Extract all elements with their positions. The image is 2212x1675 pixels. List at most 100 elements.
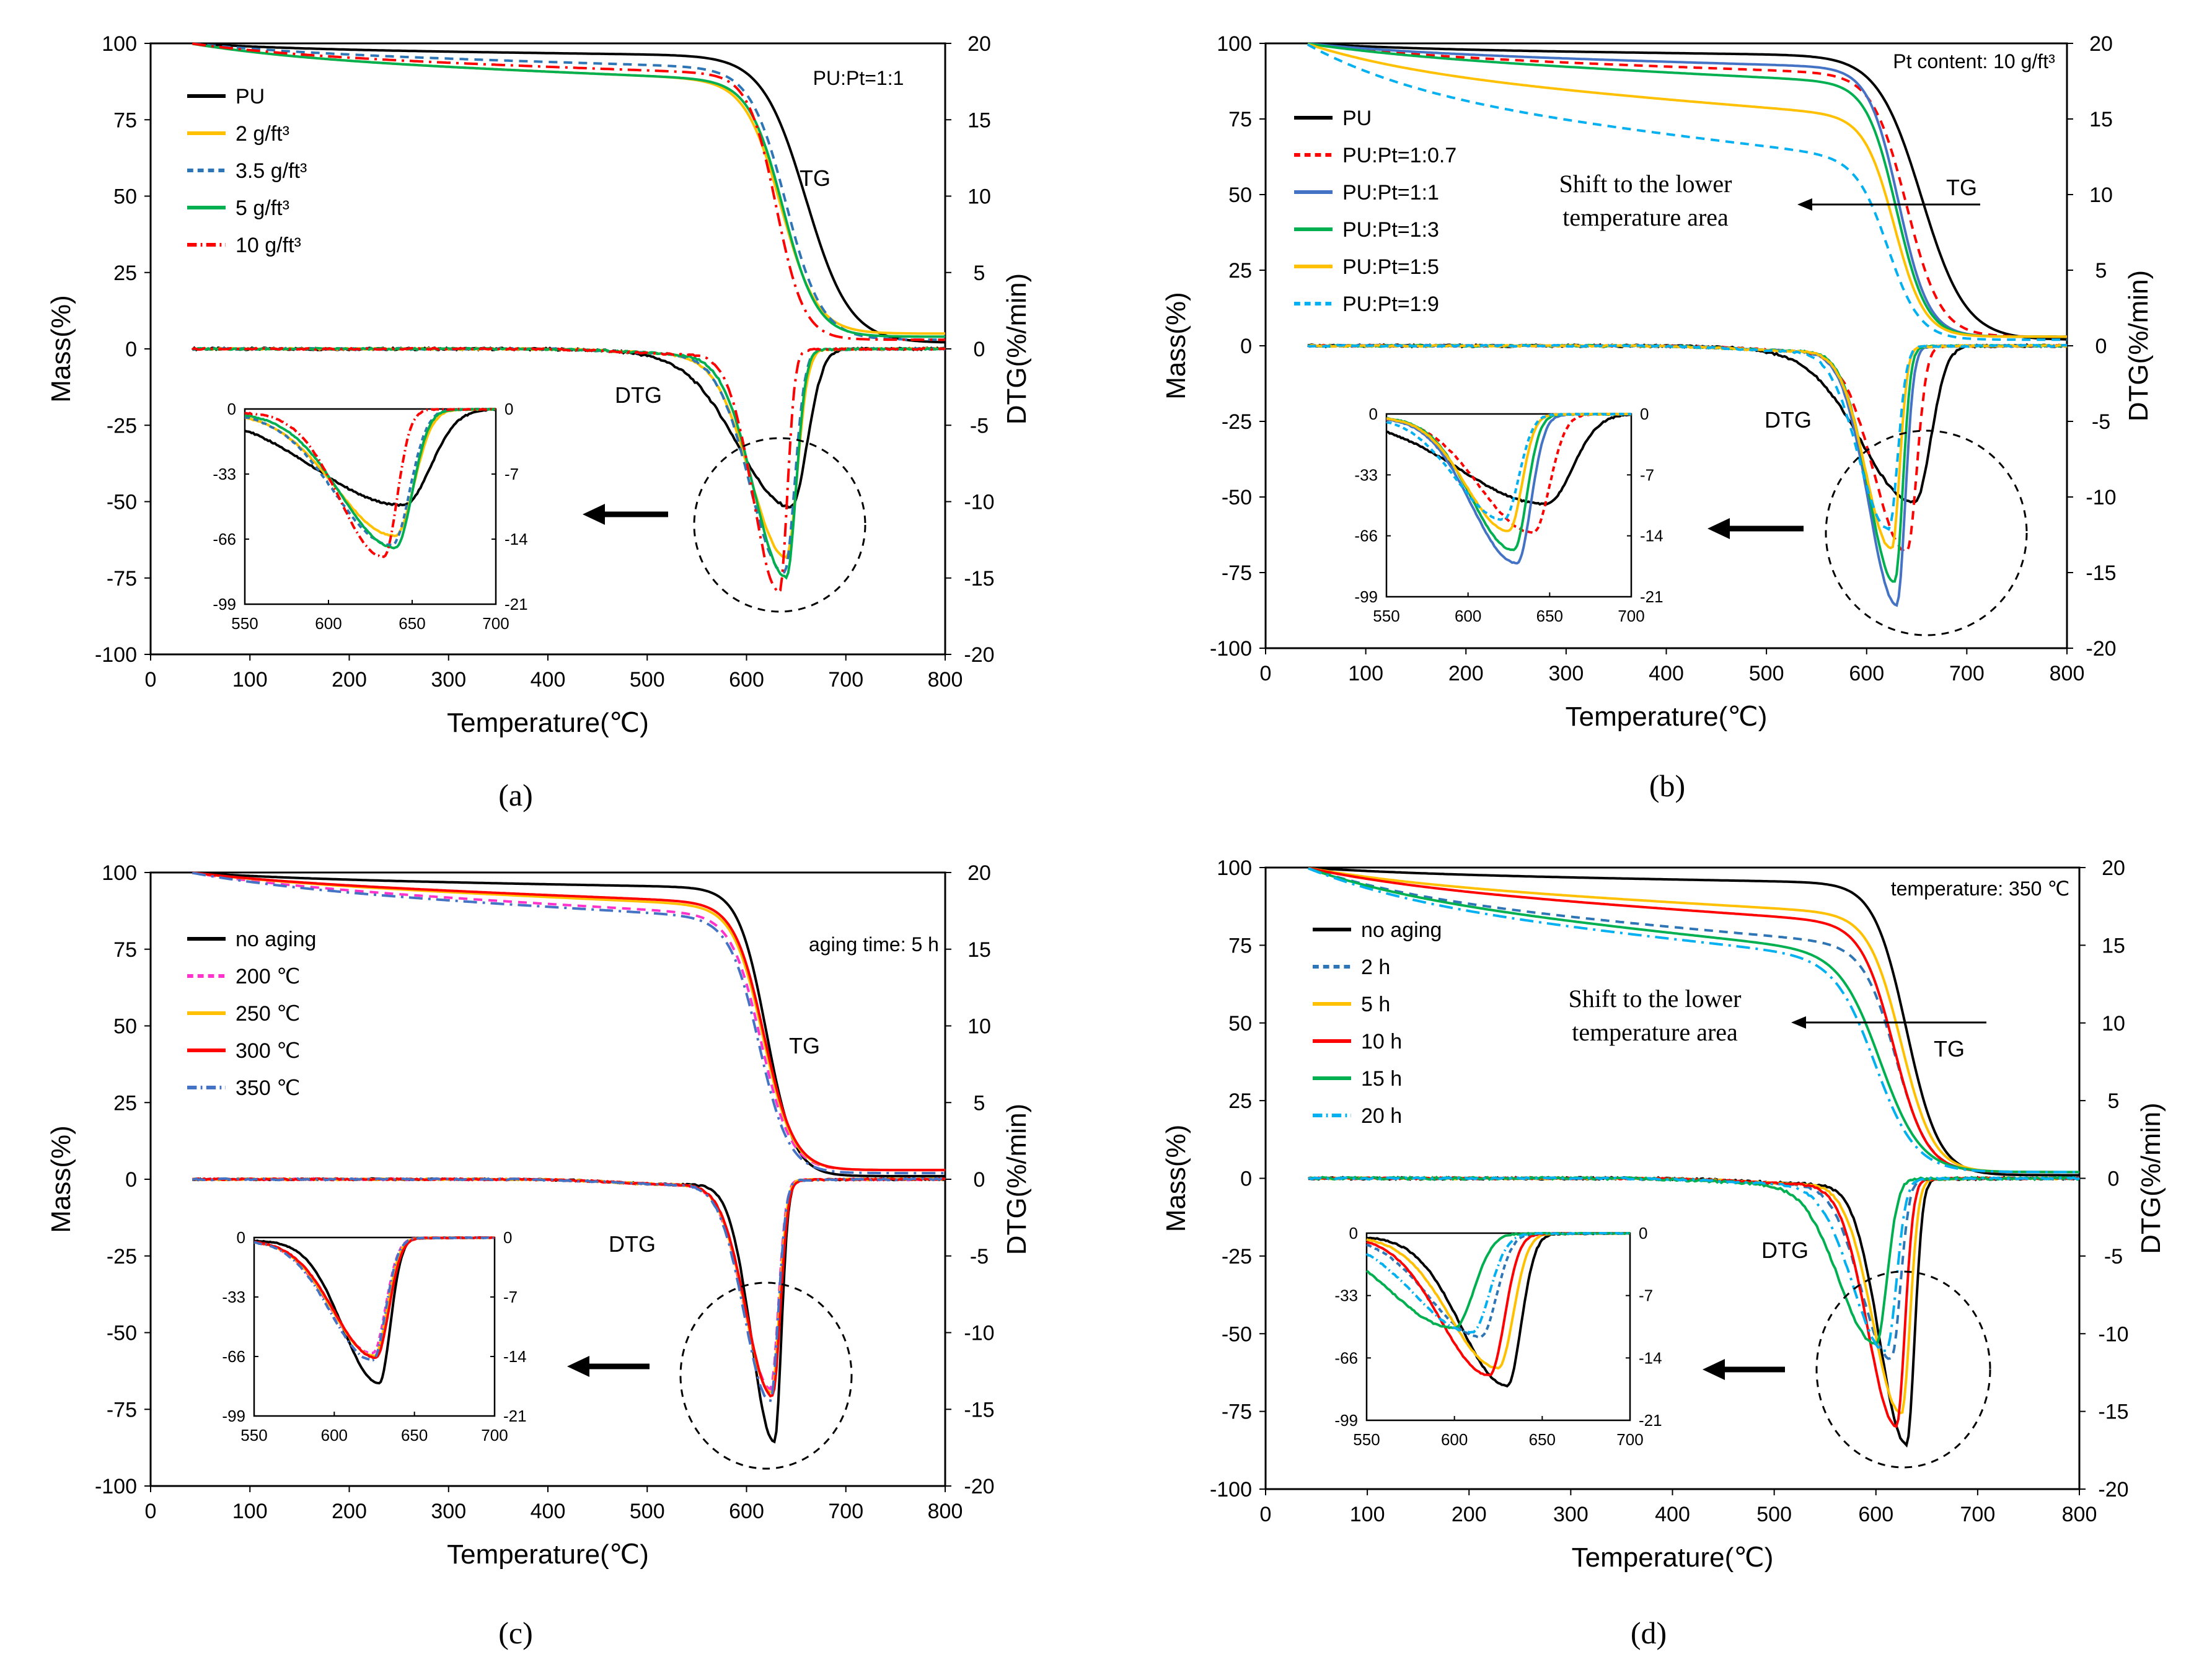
legend-label: PU bbox=[236, 85, 265, 108]
inset-y-right-tick-label: 0 bbox=[1639, 1224, 1647, 1242]
y-left-tick-label: -25 bbox=[1222, 1245, 1252, 1268]
tg-curve-350 ℃ bbox=[192, 871, 945, 1175]
inset-y-left-tick-label: -66 bbox=[1354, 527, 1378, 545]
shift-note-line1: Shift to the lower bbox=[1559, 170, 1732, 198]
inset-y-left-tick-label: -99 bbox=[213, 595, 236, 613]
legend-label: 10 h bbox=[1361, 1030, 1402, 1053]
tg-curve-250 ℃ bbox=[192, 871, 945, 1172]
inset-frame bbox=[253, 1236, 496, 1417]
y-right-tick-label: 10 bbox=[2102, 1012, 2125, 1035]
y-right-tick-label: -5 bbox=[2104, 1245, 2123, 1268]
panel-annotation: Pt content: 10 g/ft³ bbox=[1893, 50, 2055, 73]
x-tick-label: 200 bbox=[1452, 1503, 1487, 1526]
inset-y-left-tick-label: -33 bbox=[213, 465, 236, 483]
x-tick-label: 200 bbox=[332, 1500, 367, 1523]
inset-y-right-tick-label: -21 bbox=[505, 595, 528, 613]
x-tick-label: 0 bbox=[1260, 1503, 1272, 1526]
x-tick-label: 600 bbox=[729, 1500, 764, 1523]
y-left-axis-label: Mass(%) bbox=[1161, 292, 1191, 400]
inset-y-right-tick-label: -14 bbox=[1640, 527, 1663, 545]
y-right-tick-label: -15 bbox=[964, 567, 994, 591]
panel-annotation: PU:Pt=1:1 bbox=[813, 67, 904, 89]
y-right-tick-label: 20 bbox=[2089, 32, 2113, 56]
x-axis-label: Temperature(℃) bbox=[1572, 1542, 1774, 1573]
inset-x-tick-label: 550 bbox=[1353, 1430, 1380, 1449]
inset-curve-2 h bbox=[1366, 1231, 1631, 1339]
tg-curve-PU bbox=[1307, 42, 2067, 341]
zoom-arrow-head bbox=[567, 1356, 589, 1377]
tg-curve-PU:Pt=1:9 bbox=[1306, 43, 2067, 341]
x-tick-label: 800 bbox=[2050, 662, 2085, 685]
inset-y-left-tick-label: -66 bbox=[213, 530, 236, 548]
y-right-tick-label: -15 bbox=[2098, 1400, 2128, 1424]
legend-label: 3.5 g/ft³ bbox=[236, 159, 307, 183]
x-axis-label: Temperature(℃) bbox=[447, 708, 649, 738]
tg-curve-PU bbox=[192, 42, 945, 344]
panel-b: 0 100 200 300 400 500 600 700 800-100-75-50-2502… bbox=[1161, 32, 2154, 803]
inset-x-tick-label: 550 bbox=[240, 1426, 267, 1444]
panel-a: 0 100 200 300 400 500 600 700 800-100-75-50-2502… bbox=[46, 32, 1032, 812]
legend-label: PU:Pt=1:9 bbox=[1342, 292, 1439, 316]
panel-label: (a) bbox=[498, 778, 533, 812]
x-tick-label: 200 bbox=[1448, 662, 1484, 685]
inset-x-tick-label: 700 bbox=[1616, 1430, 1643, 1449]
y-right-axis-label: DTG(%/min) bbox=[2123, 270, 2154, 421]
inset-x-tick-label: 550 bbox=[231, 614, 258, 633]
y-right-tick-label: -10 bbox=[964, 491, 994, 514]
tg-curve-20 h bbox=[1308, 867, 2079, 1174]
tg-curve-3.5 g/ft³ bbox=[192, 42, 946, 341]
dtg-label: DTG bbox=[615, 382, 662, 408]
inset-y-left-tick-label: -99 bbox=[1334, 1411, 1358, 1430]
y-right-tick-label: -10 bbox=[2086, 486, 2116, 509]
x-tick-label: 500 bbox=[630, 668, 665, 692]
y-left-tick-label: -25 bbox=[1222, 410, 1252, 434]
x-tick-label: 400 bbox=[531, 668, 566, 692]
inset-y-right-tick-label: -21 bbox=[503, 1407, 527, 1425]
y-right-tick-label: -10 bbox=[964, 1322, 994, 1345]
y-left-tick-label: 75 bbox=[113, 938, 137, 962]
y-left-tick-label: -50 bbox=[107, 491, 137, 514]
dtg-label: DTG bbox=[1765, 407, 1812, 433]
x-tick-label: 200 bbox=[332, 668, 367, 692]
y-right-tick-label: 5 bbox=[2095, 259, 2107, 283]
inset-frame bbox=[1385, 413, 1633, 598]
y-right-tick-label: 20 bbox=[967, 861, 991, 885]
panel-annotation: temperature: 350 ℃ bbox=[1891, 877, 2070, 900]
y-right-axis-label: DTG(%/min) bbox=[1002, 273, 1032, 424]
tg-curve-200 ℃ bbox=[192, 871, 945, 1172]
y-right-tick-label: -20 bbox=[2098, 1478, 2128, 1501]
legend-label: 300 ℃ bbox=[236, 1039, 300, 1063]
legend-label: PU:Pt=1:3 bbox=[1342, 218, 1439, 242]
x-tick-label: 400 bbox=[1649, 662, 1684, 685]
y-left-tick-label: -50 bbox=[107, 1322, 137, 1345]
inset-y-left-tick-label: -66 bbox=[1334, 1348, 1358, 1367]
inset-y-right-tick-label: -7 bbox=[1639, 1286, 1653, 1305]
tg-label: TG bbox=[1946, 175, 1977, 200]
inset-y-right-tick-label: -7 bbox=[1640, 465, 1654, 484]
y-left-tick-label: -100 bbox=[1210, 1478, 1252, 1501]
x-tick-label: 600 bbox=[729, 668, 764, 692]
tg-curve-300 ℃ bbox=[192, 871, 945, 1172]
y-left-tick-label: 50 bbox=[113, 1015, 137, 1039]
x-tick-label: 700 bbox=[828, 668, 863, 692]
zoom-arrow-head bbox=[1703, 1359, 1725, 1380]
y-left-tick-label: 25 bbox=[1228, 259, 1252, 283]
x-tick-label: 800 bbox=[2062, 1503, 2097, 1526]
y-left-tick-label: 100 bbox=[1217, 32, 1252, 56]
y-left-tick-label: 50 bbox=[1228, 1012, 1252, 1035]
dtg-curve-PU:Pt=1:9 bbox=[1307, 343, 2068, 531]
tg-label: TG bbox=[789, 1033, 820, 1058]
dtg-curve-20 h bbox=[1308, 1176, 2080, 1352]
y-right-tick-label: -20 bbox=[964, 1475, 994, 1498]
tg-label: TG bbox=[800, 165, 831, 191]
y-right-tick-label: 5 bbox=[974, 262, 985, 285]
legend-label: 20 h bbox=[1361, 1104, 1402, 1128]
shift-note-line2: temperature area bbox=[1572, 1018, 1738, 1046]
y-right-tick-label: -15 bbox=[964, 1398, 994, 1422]
y-right-tick-label: 15 bbox=[2089, 108, 2113, 131]
y-left-tick-label: 0 bbox=[1240, 1167, 1252, 1191]
inset-x-tick-label: 700 bbox=[482, 614, 509, 633]
y-left-tick-label: 75 bbox=[113, 108, 137, 132]
x-tick-label: 700 bbox=[828, 1500, 863, 1523]
zoom-arrow-head bbox=[1707, 518, 1730, 539]
